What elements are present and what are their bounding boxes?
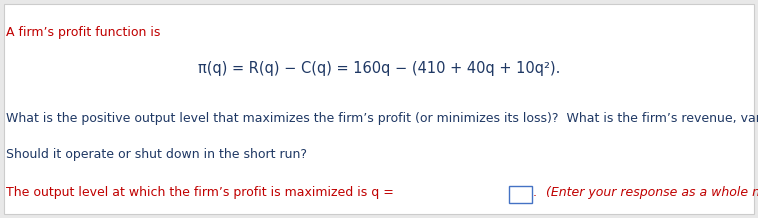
Text: What is the positive output level that maximizes the firm’s profit (or minimizes: What is the positive output level that m…: [6, 112, 758, 125]
Text: .: .: [533, 186, 537, 199]
FancyBboxPatch shape: [4, 4, 754, 214]
Text: Should it operate or shut down in the short run?: Should it operate or shut down in the sh…: [6, 148, 307, 161]
Bar: [509, 186, 531, 203]
Text: The output level at which the firm’s profit is maximized is q =: The output level at which the firm’s pro…: [6, 186, 394, 199]
Text: π(q) = R(q) − C(q) = 160q − (410 + 40q + 10q²).: π(q) = R(q) − C(q) = 160q − (410 + 40q +…: [198, 61, 560, 76]
Text: A firm’s profit function is: A firm’s profit function is: [6, 26, 161, 39]
Text: (Enter your response as a whole number.): (Enter your response as a whole number.): [537, 186, 758, 199]
